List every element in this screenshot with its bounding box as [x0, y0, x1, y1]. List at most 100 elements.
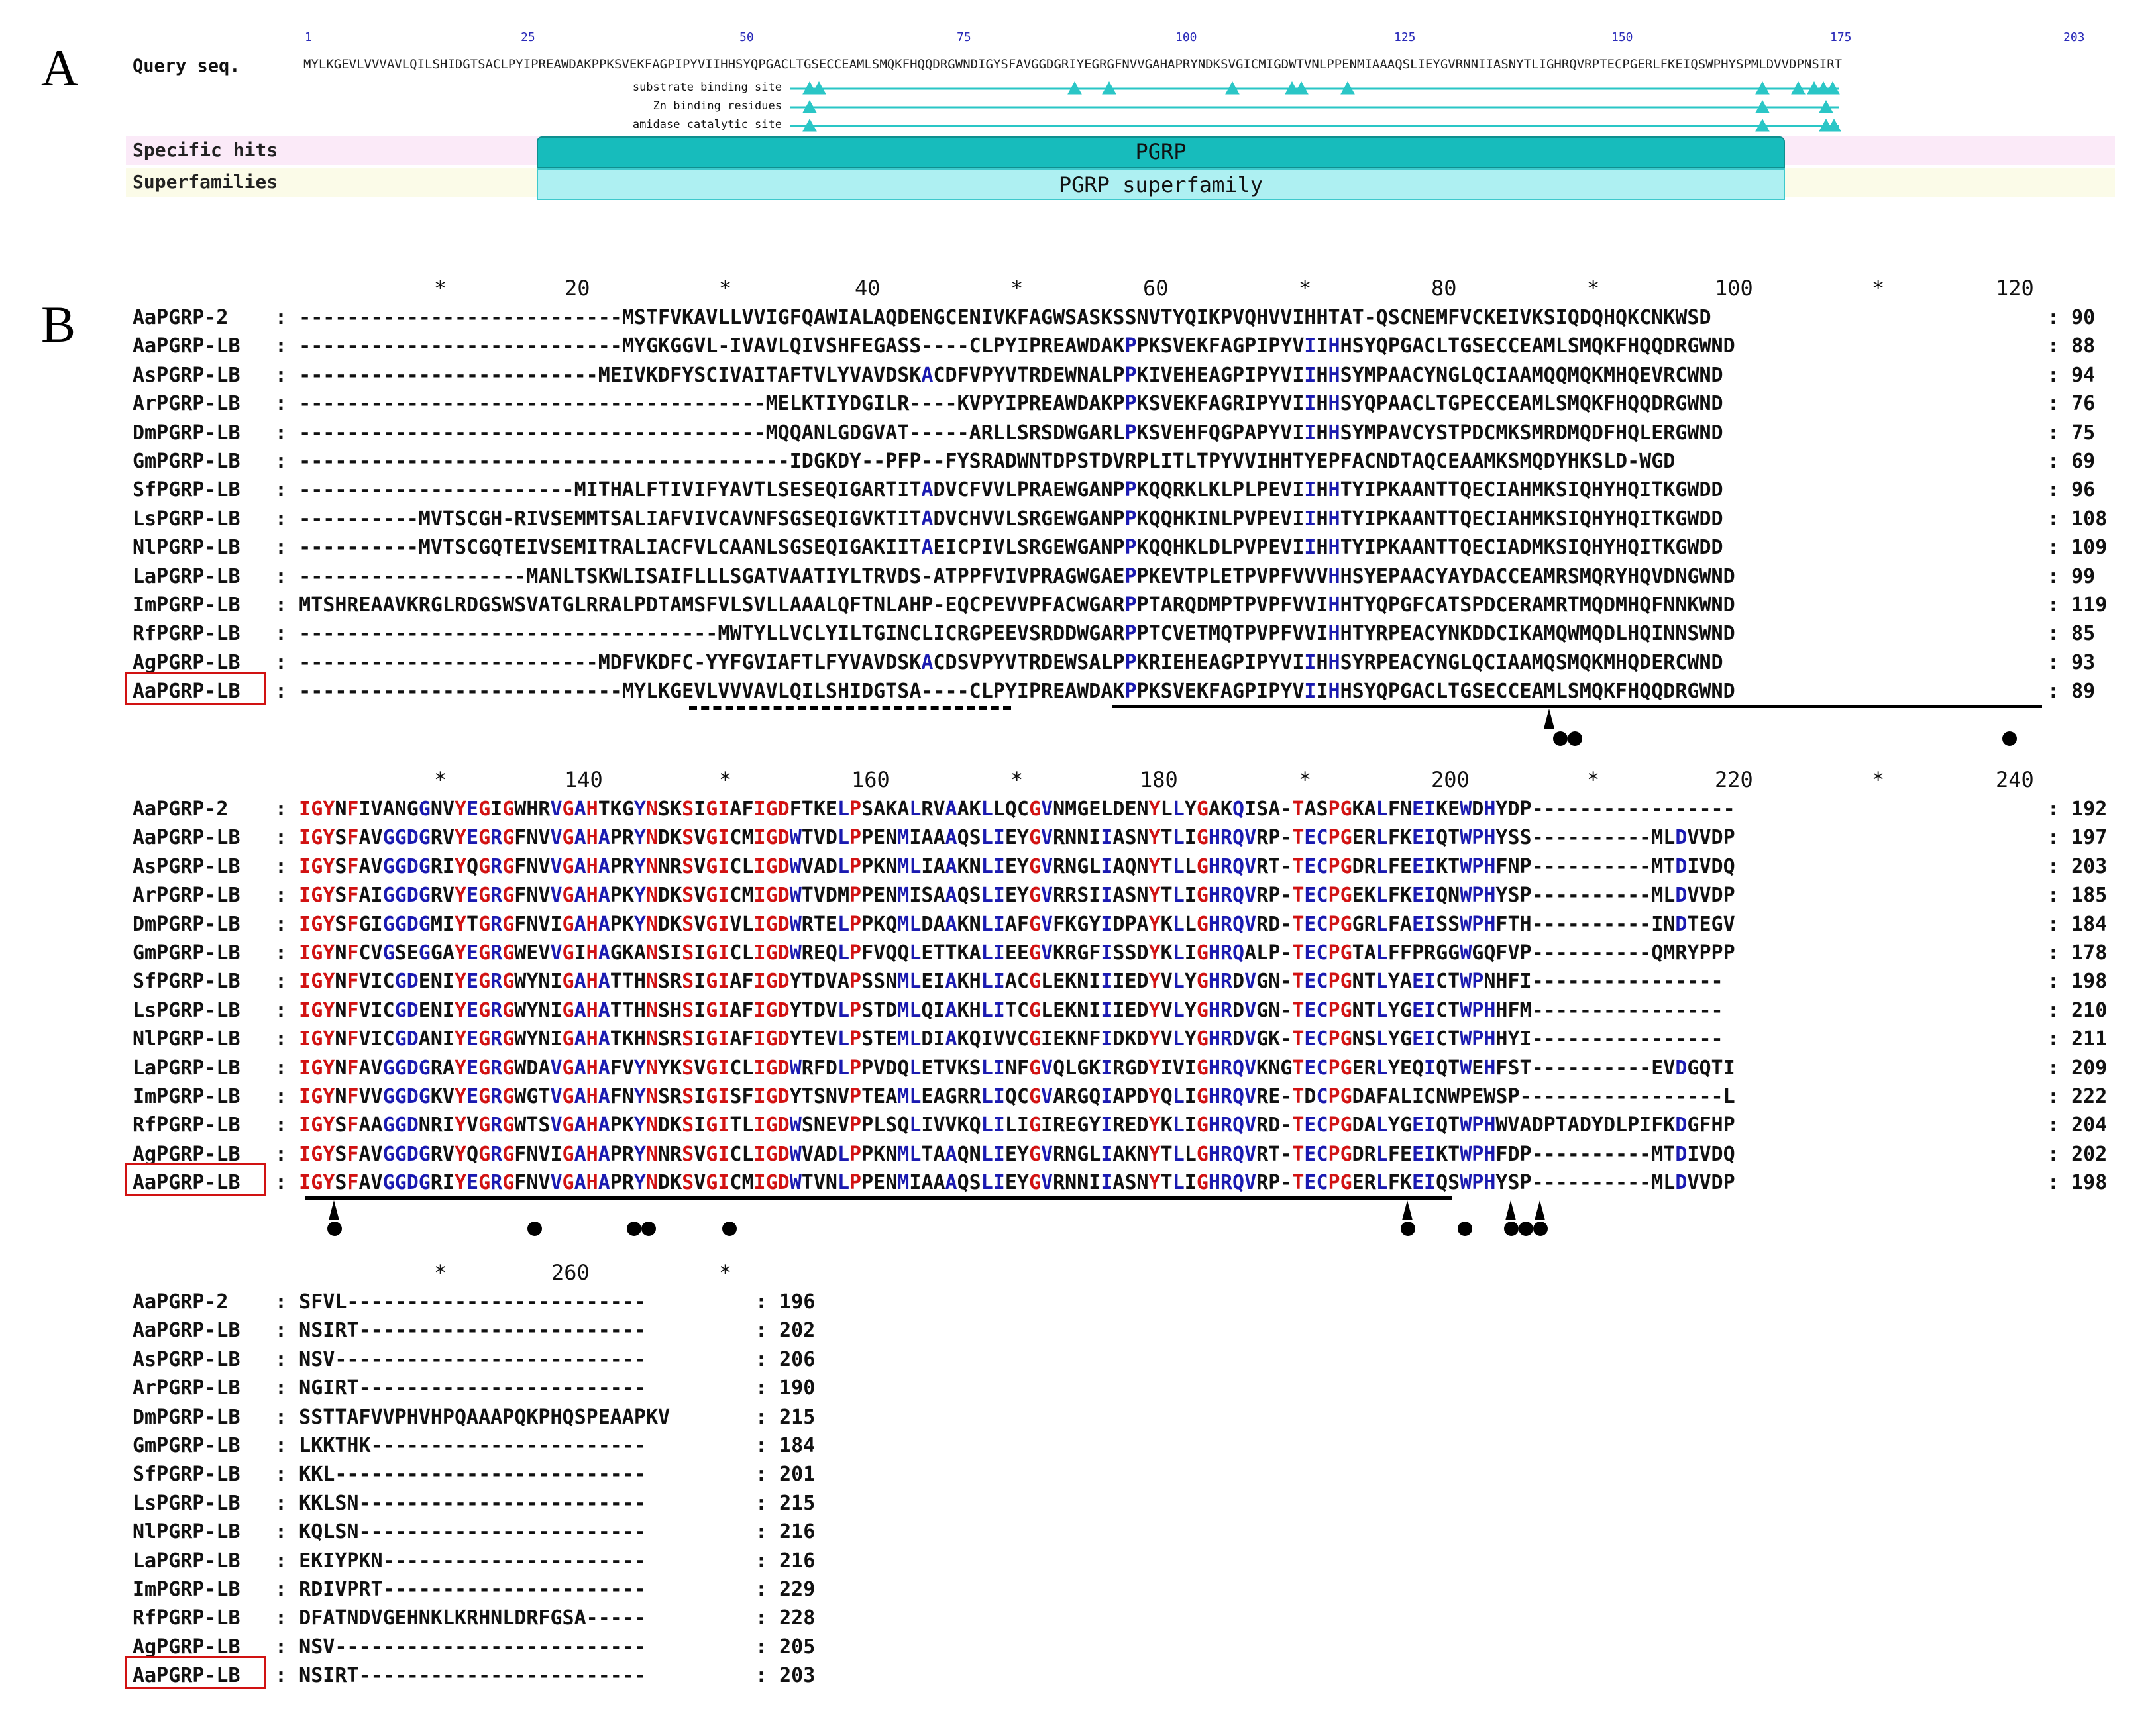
sequence-position: : 190 — [755, 1377, 816, 1400]
sequence-position: : 119 — [2047, 594, 2108, 617]
sequence-residues: ---------------------------MSTFVKAVLLVVI… — [299, 306, 1711, 329]
sequence-name: AaPGRP-2 — [133, 306, 229, 329]
sequence-name: ArPGRP-LB — [133, 1377, 241, 1400]
sequence-name: GmPGRP-LB — [133, 1434, 241, 1457]
sequence-residues: NSV-------------------------- — [299, 1347, 646, 1371]
binding-dot — [722, 1222, 737, 1236]
substrate-binding-track — [790, 81, 1840, 95]
sequence-position: : 216 — [755, 1520, 816, 1544]
sequence-residues: IGYNFVVGGDGKVYEGRGWGTVGAHAFNYNSRSIGISFIG… — [299, 1085, 1735, 1108]
alignment-row: AsPGRP-LB: -------------------------MEIV… — [133, 362, 1723, 389]
sequence-name: ImPGRP-LB — [133, 1578, 241, 1601]
binding-dot — [641, 1222, 656, 1236]
binding-dot — [527, 1222, 542, 1236]
alignment-row: ImPGRP-LB: RDIVPRT---------------------- — [133, 1577, 646, 1603]
query-tick-label: 125 — [1394, 30, 1416, 44]
sequence-residues: IGYSFAAGGDNRIYVGRGWTSVGAHAPKYNDKSIGITLIG… — [299, 1114, 1735, 1137]
sequence-name: LaPGRP-LB — [133, 1056, 241, 1080]
ruler-number: 20 — [565, 276, 590, 301]
sequence-name: AsPGRP-LB — [133, 1347, 241, 1371]
sequence-name: LsPGRP-LB — [133, 998, 241, 1022]
sequence-residues: IGYSFGIGGDGMIYTGRGFNVIGAHAPKYNDKSVGIVLIG… — [299, 912, 1735, 936]
sequence-name: LaPGRP-LB — [133, 564, 241, 588]
alignment-row: LaPGRP-LB: IGYNFAVGGDGRAYEGRGWDAVGAHAFVY… — [133, 1055, 1735, 1082]
query-tick-label: 203 — [2063, 30, 2085, 44]
sequence-residues: RDIVPRT---------------------- — [299, 1578, 646, 1601]
sequence-name: NlPGRP-LB — [133, 536, 241, 560]
zn-site-triangle — [329, 1200, 339, 1220]
sequence-name: AaPGRP-2 — [133, 1290, 229, 1314]
alignment-row: LaPGRP-LB: EKIYPKN---------------------- — [133, 1548, 646, 1575]
alignment-row: NlPGRP-LB: KQLSN------------------------ — [133, 1519, 646, 1545]
pgrp-superfamily-label: PGRP superfamily — [1058, 172, 1264, 197]
alignment-row: AgPGRP-LB: -------------------------MDFV… — [133, 650, 1723, 676]
sequence-residues: ---------------------------MYGKGGVL-IVAV… — [299, 335, 1735, 358]
sequence-residues: IGYSFAVGGDGRIYEGRGFNVVGAHAPRYNDKSVGICMIG… — [299, 1171, 1735, 1195]
sequence-residues: NSV-------------------------- — [299, 1635, 646, 1659]
ruler-star: * — [1010, 767, 1024, 792]
sequence-position: : 205 — [755, 1635, 816, 1659]
alignment-row: GmPGRP-LB: IGYNFCVGSEGGAYEGRGWEVVGIHAGKA… — [133, 940, 1735, 966]
sequence-name: ImPGRP-LB — [133, 594, 241, 617]
alignment-row: DmPGRP-LB: -----------------------------… — [133, 420, 1723, 446]
sequence-position: : 196 — [755, 1290, 816, 1314]
ruler-number: 40 — [855, 276, 881, 301]
alignment-row: SfPGRP-LB: -----------------------MITHAL… — [133, 477, 1723, 503]
sequence-position: : 198 — [2047, 970, 2108, 994]
ruler-number: 80 — [1431, 276, 1457, 301]
alignment-row: AaPGRP-2: ---------------------------MST… — [133, 305, 1711, 331]
binding-dot — [1401, 1222, 1415, 1236]
alignment-row: LaPGRP-LB: -------------------MANLTSKWLI… — [133, 564, 1735, 590]
amidase-catalytic-site-label: amidase catalytic site — [632, 118, 782, 131]
sequence-name: AsPGRP-LB — [133, 363, 241, 387]
sequence-position: : 209 — [2047, 1056, 2108, 1080]
sequence-residues: -------------------------MDFVKDFC-YYFGVI… — [299, 650, 1723, 674]
ruler-number: 240 — [1996, 767, 2034, 792]
sequence-name: LsPGRP-LB — [133, 1491, 241, 1515]
ruler-number: 100 — [1715, 276, 1753, 301]
alignment-row: NlPGRP-LB: IGYNFVICGDANIYEGRGWYNIGAHATKH… — [133, 1026, 1723, 1053]
specific-hits-label: Specific hits — [133, 139, 278, 161]
zn-site-triangle — [1544, 709, 1554, 729]
sequence-residues: SFVL------------------------- — [299, 1290, 646, 1314]
ruler-star: * — [434, 767, 447, 792]
ruler-number: 160 — [851, 767, 890, 792]
sequence-name: LaPGRP-LB — [133, 1549, 241, 1573]
sequence-name: LsPGRP-LB — [133, 507, 241, 531]
sequence-position: : 222 — [2047, 1085, 2108, 1108]
query-tick-label: 25 — [521, 30, 535, 44]
binding-dot — [1458, 1222, 1472, 1236]
query-seq-label: Query seq. — [133, 56, 241, 76]
alignment-row: AaPGRP-LB: NSIRT------------------------ — [133, 1318, 646, 1344]
sequence-residues: IGYSFAVGGDGRVYEGRGFNVVGAHAPRYNDKSVGICMIG… — [299, 826, 1735, 850]
alignment-row: RfPGRP-LB: DFATNDVGEHNKLKRHNLDRFGSA----- — [133, 1605, 646, 1632]
sequence-position: : 99 — [2047, 564, 2096, 588]
ruler-number: 180 — [1140, 767, 1178, 792]
sequence-position: : 76 — [2047, 392, 2096, 416]
sequence-position: : 96 — [2047, 478, 2096, 502]
sequence-position: : 203 — [2047, 855, 2108, 878]
ruler-star: * — [719, 767, 732, 792]
binding-dot — [1568, 731, 1582, 746]
sequence-position: : 89 — [2047, 680, 2096, 703]
alignment-row: DmPGRP-LB: SSTTAFVVPHVHPQAAAPQKPHQSPEAAP… — [133, 1404, 670, 1431]
sequence-residues: ---------------------------MYLKGEVLVVVAV… — [299, 680, 1735, 703]
sequence-position: : 202 — [755, 1319, 816, 1343]
binding-dot — [1519, 1222, 1533, 1236]
alignment-row: SfPGRP-LB: IGYNFVICGDENIYEGRGWYNIGAHATTH… — [133, 968, 1723, 995]
ruler-number: 60 — [1143, 276, 1169, 301]
alignment-row: AgPGRP-LB: IGYSFAVGGDGRVYQGRGFNVIGAHAPRY… — [133, 1141, 1735, 1168]
zn-binding-residues-label: Zn binding residues — [653, 99, 782, 113]
substrate-binding-site-label: substrate binding site — [632, 81, 782, 94]
sequence-residues: IGYNFVICGDENIYEGRGWYNIGAHATTHNSRSIGIAFIG… — [299, 970, 1723, 994]
pgrp-specific-hit-bar: PGRP — [537, 136, 1785, 168]
alignment-row: AaPGRP-LB: IGYSFAVGGDGRIYEGRGFNVVGAHAPRY… — [133, 1170, 1735, 1196]
sequence-name: AsPGRP-LB — [133, 855, 241, 878]
sequence-residues: IGYNFVICGDANIYEGRGWYNIGAHATKHNSRSIGIAFIG… — [299, 1027, 1723, 1051]
highlight-box-block1 — [125, 672, 266, 705]
sequence-position: : 211 — [2047, 1027, 2108, 1051]
alignment-row: RfPGRP-LB: IGYSFAAGGDNRIYVGRGWTSVGAHAPKY… — [133, 1112, 1735, 1139]
query-tick-label: 50 — [739, 30, 754, 44]
alignment-row: AsPGRP-LB: IGYSFAVGGDGRIYQGRGFNVVGAHAPRY… — [133, 854, 1735, 880]
sequence-position: : 229 — [755, 1578, 816, 1601]
